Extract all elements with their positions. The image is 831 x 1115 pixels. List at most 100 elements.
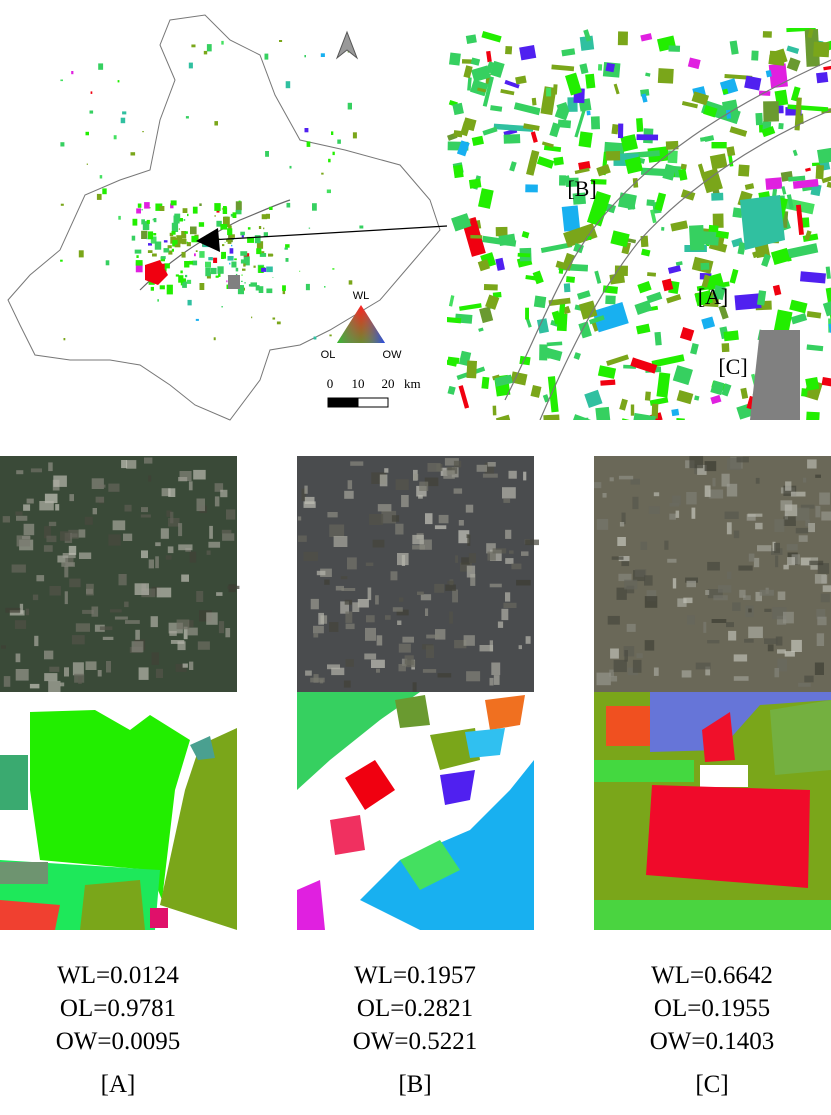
satellite-texture xyxy=(102,636,114,640)
satellite-texture xyxy=(46,535,57,543)
satellite-texture xyxy=(310,598,319,610)
satellite-texture xyxy=(347,480,353,490)
map-patch xyxy=(243,256,250,266)
map-patch xyxy=(134,249,142,254)
satellite-texture xyxy=(178,523,183,537)
satellite-texture xyxy=(320,568,332,577)
satellite-texture xyxy=(22,536,31,540)
map-patch xyxy=(306,141,311,147)
inset-patch xyxy=(810,183,822,197)
satellite-texture xyxy=(755,591,762,602)
map-patch xyxy=(304,128,309,133)
map-patch xyxy=(90,91,93,94)
satellite-texture xyxy=(64,591,68,605)
satellite-texture xyxy=(798,535,808,542)
satellite-texture xyxy=(214,483,224,492)
satellite-texture xyxy=(501,608,509,621)
inset-patch xyxy=(806,310,822,319)
map-patch xyxy=(256,248,262,255)
map-patch xyxy=(264,53,269,60)
map-patch xyxy=(181,231,187,239)
satellite-texture xyxy=(711,619,727,623)
satellite-texture xyxy=(29,683,40,689)
satellite-texture xyxy=(783,564,789,570)
satellite-texture xyxy=(413,473,419,480)
map-patch xyxy=(269,206,273,210)
seg-region xyxy=(700,765,748,787)
satellite-texture xyxy=(196,498,205,512)
inset-patch xyxy=(557,119,572,129)
map-patch xyxy=(253,265,256,268)
satellite-texture xyxy=(791,639,802,652)
satellite-texture xyxy=(16,470,24,475)
satellite-texture xyxy=(686,492,697,505)
satellite-texture xyxy=(227,585,240,589)
satellite-texture xyxy=(179,471,192,481)
satellite-texture xyxy=(814,662,824,675)
satellite-texture xyxy=(461,557,470,565)
inset-patch xyxy=(471,135,484,146)
satellite-texture xyxy=(443,470,455,479)
satellite-texture xyxy=(713,595,728,601)
map-patch xyxy=(223,206,227,209)
map-patch xyxy=(261,214,268,220)
inset-patch xyxy=(553,156,564,166)
satellite-texture xyxy=(621,512,626,525)
inset-patch xyxy=(788,175,806,182)
satellite-texture xyxy=(44,673,58,682)
satellite-texture xyxy=(774,668,780,678)
satellite-texture xyxy=(165,555,172,560)
satellite-texture xyxy=(57,555,69,563)
satellite-texture xyxy=(616,587,627,600)
satellite-texture xyxy=(327,664,340,670)
inset-patch xyxy=(732,207,743,219)
inset-patch xyxy=(517,252,531,258)
satellite-texture xyxy=(379,474,388,487)
satellite-texture xyxy=(817,616,827,626)
satellite-texture xyxy=(36,575,45,582)
satellite-texture xyxy=(68,545,77,555)
map-patch xyxy=(305,283,310,291)
inset-river xyxy=(539,109,831,420)
inset-patch xyxy=(763,101,779,122)
inset-patch xyxy=(630,357,658,374)
map-patch xyxy=(164,263,170,269)
inset-patch xyxy=(610,230,630,248)
seg-region xyxy=(770,700,831,775)
map-patch xyxy=(230,234,235,238)
inset-patch xyxy=(636,118,644,132)
map-patch xyxy=(130,152,136,156)
map-patch xyxy=(216,220,222,227)
map-patch xyxy=(337,139,341,144)
map-patch xyxy=(286,202,291,208)
inset-patch xyxy=(630,404,635,416)
satellite-texture xyxy=(785,481,792,491)
satellite-texture xyxy=(489,677,494,686)
inset-patch xyxy=(500,89,515,96)
map-patch xyxy=(141,209,143,211)
map-patch xyxy=(172,242,175,247)
satellite-texture xyxy=(225,628,231,638)
inset-patch xyxy=(651,403,659,419)
satellite-texture xyxy=(596,518,609,530)
satellite-texture xyxy=(468,553,476,563)
satellite-texture xyxy=(14,620,27,629)
satellite-texture xyxy=(395,479,409,490)
satellite-texture xyxy=(366,615,375,623)
satellite-texture xyxy=(736,456,749,463)
satellite-texture xyxy=(333,536,348,547)
inset-patch xyxy=(650,209,657,224)
map-patch xyxy=(263,232,268,237)
satellite-texture xyxy=(72,662,84,676)
inset-patch xyxy=(495,414,511,420)
inset-patch xyxy=(671,408,680,417)
satellite-texture xyxy=(617,537,626,546)
satellite-texture xyxy=(298,535,307,542)
inset-patch xyxy=(711,142,727,149)
inset-patch xyxy=(543,145,562,152)
satellite-texture xyxy=(94,624,105,632)
map-patch xyxy=(221,251,226,259)
scale-tick: 10 xyxy=(352,376,365,391)
map-patch xyxy=(184,231,188,234)
inset-patch xyxy=(796,204,804,236)
